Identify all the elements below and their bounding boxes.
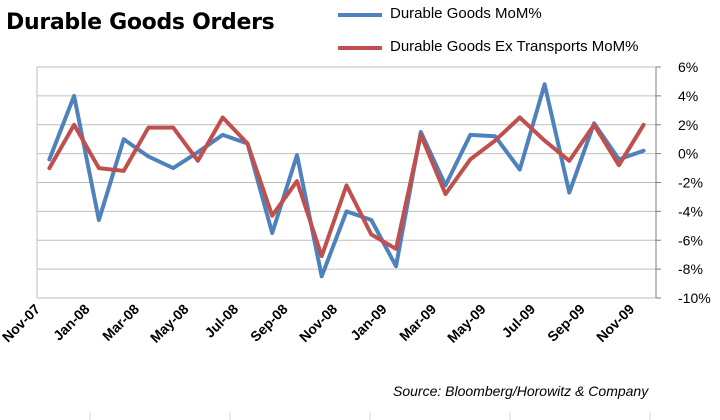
legend-swatch-blue [338,13,382,17]
x-tick-label: May-08 [147,301,192,346]
y-tick-label: -8% [678,261,703,277]
series-line-ex-transports [47,115,646,259]
x-tick-label: Nov-08 [296,301,340,345]
x-tick-label: Nov-07 [0,301,43,345]
x-tick-label: Jul-09 [498,301,538,341]
x-tick-label: Mar-09 [396,301,439,344]
x-tick-label: Jan-09 [347,301,390,344]
y-tick-label: 6% [678,59,698,75]
y-tick-label: -2% [678,175,703,191]
y-tick-label: 0% [678,146,698,162]
y-tick-label: 2% [678,117,698,133]
x-tick-label: Sep-08 [247,301,291,345]
y-tick-label: -4% [678,203,703,219]
x-tick-label: Mar-08 [99,301,142,344]
x-tick-label: May-09 [444,301,489,346]
x-tick-label: Nov-09 [593,301,637,345]
chart-title: Durable Goods Orders [6,10,275,35]
legend-swatch-red [338,46,382,50]
legend-label-durable-goods: Durable Goods MoM% [390,5,542,22]
x-tick-label: Jan-08 [50,301,93,344]
y-tick-label: 4% [678,88,698,104]
y-tick-label: -10% [678,290,711,306]
series-line-durable-goods [47,82,646,279]
legend-label-ex-transports: Durable Goods Ex Transports MoM% [390,38,639,55]
y-tick-label: -6% [678,232,703,248]
source-note: Source: Bloomberg/Horowitz & Company [393,383,649,399]
x-tick-label: Sep-09 [544,301,588,345]
x-tick-label: Jul-08 [201,301,241,341]
